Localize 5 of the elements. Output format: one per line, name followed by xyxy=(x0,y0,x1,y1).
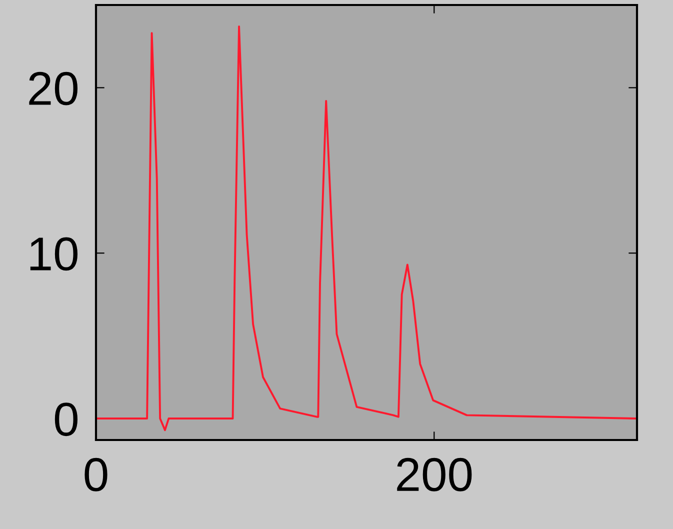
y-tick-label: 10 xyxy=(30,237,78,271)
y-tick-label: 20 xyxy=(29,72,78,106)
x-tick-label: 200 xyxy=(397,458,472,492)
y-tick-label: 0 xyxy=(54,402,78,436)
line-series xyxy=(96,26,637,432)
